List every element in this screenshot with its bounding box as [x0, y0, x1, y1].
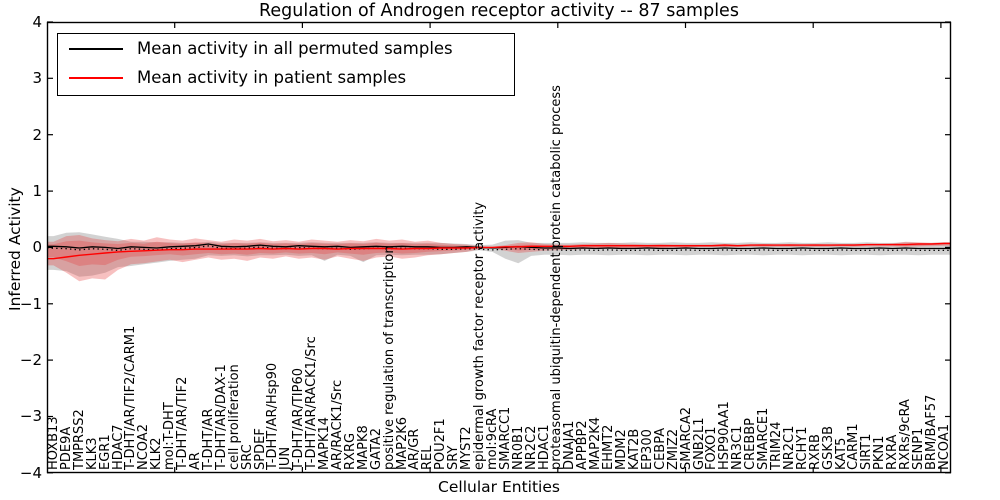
x-tick-label: RXRG — [342, 432, 358, 470]
legend-label: Mean activity in patient samples — [137, 68, 407, 87]
x-tick-label: NR0B1 — [510, 425, 526, 470]
x-tick-label: EP300 — [639, 429, 655, 470]
y-axis-title: Inferred Activity — [6, 187, 24, 311]
x-tick-label: T-DHT/AR/DAX-1 — [213, 364, 229, 470]
permuted-line-swatch — [69, 47, 123, 50]
x-tick-label: TMPRSS2 — [71, 409, 87, 470]
x-tick-label: proteasomal ubiquitin-dependent protein … — [549, 85, 565, 470]
x-tick-label: SMARCC1 — [497, 406, 513, 470]
x-tick-label: GSK3B — [820, 425, 836, 470]
chart-title: Regulation of Androgen receptor activity… — [259, 1, 739, 21]
x-tick-label: positive regulation of transcription — [381, 245, 397, 470]
x-tick-label: KLK3 — [84, 437, 100, 470]
x-tick-label: PDE9A — [58, 426, 74, 470]
x-tick-label: T-DHT/AR — [200, 408, 216, 470]
x-tick-label: mol:9cRA — [484, 408, 500, 470]
y-tick-label: 1 — [32, 182, 42, 201]
x-tick-label: NR2C1 — [781, 425, 797, 470]
x-tick-label: GATA2 — [368, 427, 384, 470]
x-tick-label: RXRB — [807, 434, 823, 470]
y-tick-label: −4 — [19, 463, 42, 482]
y-tick-label: 4 — [32, 13, 42, 31]
x-tick-label: SRC — [239, 444, 255, 470]
x-tick-label: TRIM24 — [768, 421, 784, 470]
x-tick-label: CEBPA — [652, 427, 668, 470]
x-tick-label: RCHY1 — [794, 426, 810, 470]
y-tick-label: −3 — [19, 407, 42, 426]
x-tick-label: NCOA1 — [936, 424, 952, 470]
legend-item-patient: Mean activity in patient samples — [58, 63, 514, 92]
x-tick-label: ZMIZ2 — [665, 428, 681, 470]
patient-line-swatch — [69, 76, 123, 79]
y-tick-label: −2 — [19, 351, 42, 370]
legend: Mean activity in all permuted samples Me… — [57, 33, 515, 96]
legend-label: Mean activity in all permuted samples — [137, 39, 453, 58]
x-tick-label: KAT2B — [626, 428, 642, 470]
x-tick-label: NR2C2 — [523, 425, 539, 470]
legend-item-permuted: Mean activity in all permuted samples — [58, 34, 514, 63]
x-tick-label: SMARCA2 — [678, 407, 694, 470]
x-axis-title: Cellular Entities — [438, 478, 560, 496]
x-tick-label: EGR1 — [97, 434, 113, 470]
x-tick-label: BRM/BAF57 — [923, 394, 939, 470]
y-tick-label: −1 — [19, 294, 42, 313]
y-tick-label: 2 — [32, 125, 42, 144]
y-tick-label: 0 — [32, 238, 42, 257]
x-tick-label: cell proliferation — [226, 364, 242, 470]
y-tick-label: 3 — [32, 69, 42, 88]
x-tick-label: MAPK8 — [355, 425, 371, 470]
